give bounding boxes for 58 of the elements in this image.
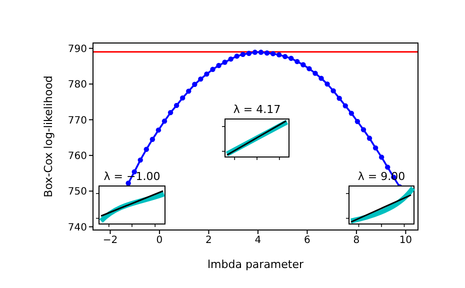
point (330, 88, 336, 94)
point (198, 76, 204, 82)
point (228, 56, 234, 62)
y-tick-label: 790 (68, 44, 87, 55)
point (264, 50, 270, 56)
annotation: λ = 4.17 (233, 103, 281, 116)
y-tick-label: 750 (68, 186, 87, 198)
point (372, 145, 378, 151)
point (138, 157, 143, 163)
y-tick-label: 780 (68, 80, 87, 91)
point (276, 52, 282, 58)
point (300, 62, 306, 68)
point (156, 127, 162, 133)
x-tick-label: −2 (102, 235, 118, 246)
point (222, 60, 228, 65)
point (180, 95, 186, 101)
point (144, 146, 150, 152)
y-tick-label: 770 (68, 115, 87, 126)
point (288, 56, 294, 61)
point (312, 70, 318, 76)
point (240, 52, 246, 58)
point (318, 76, 324, 81)
point (252, 50, 258, 55)
point (258, 50, 264, 55)
point (192, 82, 198, 87)
y-tick-label: 740 (68, 222, 87, 234)
point (162, 118, 168, 124)
x-tick-label: 10 (399, 235, 412, 246)
x-tick-label: 2 (206, 235, 212, 246)
point (234, 54, 240, 59)
point (270, 51, 276, 56)
point (348, 110, 354, 116)
point (366, 136, 372, 141)
point (324, 81, 330, 87)
point (150, 136, 156, 142)
x-tick-label: 6 (304, 235, 310, 246)
point (216, 62, 222, 68)
y-tick-label: 760 (68, 150, 87, 162)
point (174, 102, 180, 108)
x-axis-title: lmbda parameter (207, 258, 304, 271)
point (354, 118, 360, 124)
point (336, 96, 342, 101)
point (306, 66, 312, 72)
point (342, 103, 348, 108)
point (204, 71, 210, 77)
point (378, 154, 384, 160)
point (186, 88, 192, 94)
x-tick-label: 0 (156, 235, 163, 246)
point (360, 127, 366, 132)
y-axis-title: Box-Cox log-likelihood (42, 76, 55, 198)
point (384, 164, 390, 170)
point (246, 50, 252, 56)
point (168, 110, 174, 116)
point (282, 54, 288, 60)
x-tick-label: 8 (353, 235, 360, 246)
point (210, 66, 216, 72)
x-tick-label: 4 (254, 235, 262, 246)
point (294, 58, 300, 64)
